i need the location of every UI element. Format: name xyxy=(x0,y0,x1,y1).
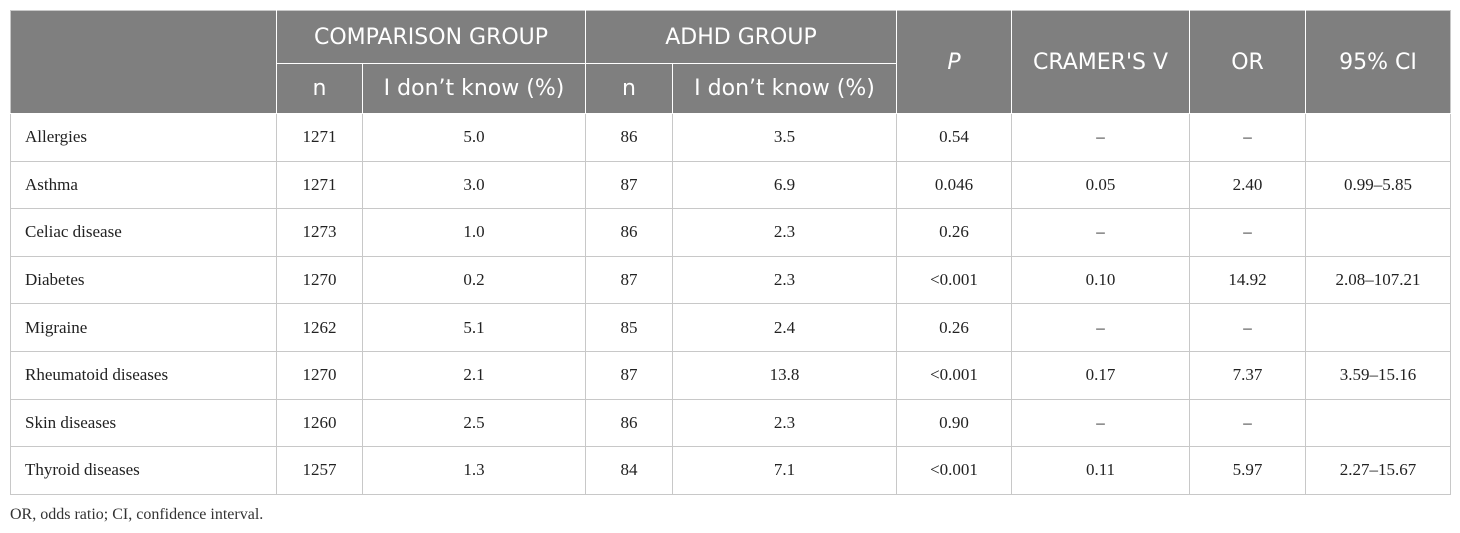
comparison-n-cell: 1262 xyxy=(276,303,363,352)
p-value-cell: 0.26 xyxy=(896,303,1012,352)
table-row: Diabetes 1270 0.2 87 2.3 <0.001 0.10 14.… xyxy=(10,255,1451,305)
header-comparison-n: n xyxy=(276,63,363,114)
adhd-pct-cell: 2.3 xyxy=(672,255,897,305)
table-row: Migraine 1262 5.1 85 2.4 0.26 – – xyxy=(10,303,1451,352)
adhd-n-cell: 86 xyxy=(585,398,673,448)
cramers-v-cell: 0.17 xyxy=(1011,350,1190,400)
header-or: OR xyxy=(1189,10,1306,114)
header-p: P xyxy=(896,10,1012,114)
header-cramers-v: CRAMER'S V xyxy=(1011,10,1190,114)
odds-ratio-cell: 2.40 xyxy=(1189,160,1306,210)
table-row: Thyroid diseases 1257 1.3 84 7.1 <0.001 … xyxy=(10,446,1451,495)
header-adhd-dont-know: I don’t know (%) xyxy=(672,63,897,114)
ci-cell: 2.08–107.21 xyxy=(1305,255,1451,305)
comparison-pct-cell: 5.1 xyxy=(362,303,586,352)
comparison-n-cell: 1271 xyxy=(276,160,363,210)
header-ci: 95% CI xyxy=(1305,10,1451,114)
data-table: COMPARISON GROUP ADHD GROUP P CRAMER'S V… xyxy=(10,10,1451,495)
p-value-cell: 0.90 xyxy=(896,398,1012,448)
adhd-n-cell: 87 xyxy=(585,350,673,400)
p-value-cell: 0.046 xyxy=(896,160,1012,210)
table-row: Rheumatoid diseases 1270 2.1 87 13.8 <0.… xyxy=(10,350,1451,400)
table-row: Allergies 1271 5.0 86 3.5 0.54 – – xyxy=(10,113,1451,162)
header-comparison-dont-know: I don’t know (%) xyxy=(362,63,586,114)
data-table-container: COMPARISON GROUP ADHD GROUP P CRAMER'S V… xyxy=(10,10,1451,495)
odds-ratio-cell: – xyxy=(1189,113,1306,162)
ci-cell xyxy=(1305,113,1451,162)
ci-cell xyxy=(1305,303,1451,352)
comparison-pct-cell: 2.1 xyxy=(362,350,586,400)
header-adhd-n: n xyxy=(585,63,673,114)
adhd-pct-cell: 6.9 xyxy=(672,160,897,210)
cramers-v-cell: – xyxy=(1011,398,1190,448)
ci-cell: 2.27–15.67 xyxy=(1305,446,1451,495)
table-header: COMPARISON GROUP ADHD GROUP P CRAMER'S V… xyxy=(10,10,1451,114)
comparison-pct-cell: 2.5 xyxy=(362,398,586,448)
ci-cell xyxy=(1305,398,1451,448)
adhd-pct-cell: 2.3 xyxy=(672,208,897,257)
odds-ratio-cell: 7.37 xyxy=(1189,350,1306,400)
table-body: Allergies 1271 5.0 86 3.5 0.54 – – Asthm… xyxy=(10,113,1451,495)
row-label: Rheumatoid diseases xyxy=(10,350,277,400)
cramers-v-cell: 0.10 xyxy=(1011,255,1190,305)
p-value-cell: 0.26 xyxy=(896,208,1012,257)
ci-cell xyxy=(1305,208,1451,257)
comparison-pct-cell: 1.3 xyxy=(362,446,586,495)
adhd-pct-cell: 13.8 xyxy=(672,350,897,400)
comparison-n-cell: 1257 xyxy=(276,446,363,495)
cramers-v-cell: – xyxy=(1011,303,1190,352)
p-value-cell: 0.54 xyxy=(896,113,1012,162)
comparison-n-cell: 1270 xyxy=(276,255,363,305)
adhd-n-cell: 84 xyxy=(585,446,673,495)
row-label: Diabetes xyxy=(10,255,277,305)
odds-ratio-cell: 5.97 xyxy=(1189,446,1306,495)
adhd-n-cell: 86 xyxy=(585,113,673,162)
ci-cell: 0.99–5.85 xyxy=(1305,160,1451,210)
comparison-pct-cell: 3.0 xyxy=(362,160,586,210)
odds-ratio-cell: – xyxy=(1189,398,1306,448)
adhd-pct-cell: 3.5 xyxy=(672,113,897,162)
cramers-v-cell: 0.05 xyxy=(1011,160,1190,210)
table-row: Skin diseases 1260 2.5 86 2.3 0.90 – – xyxy=(10,398,1451,448)
table-row: Celiac disease 1273 1.0 86 2.3 0.26 – – xyxy=(10,208,1451,257)
comparison-n-cell: 1271 xyxy=(276,113,363,162)
table-row: Asthma 1271 3.0 87 6.9 0.046 0.05 2.40 0… xyxy=(10,160,1451,210)
comparison-pct-cell: 5.0 xyxy=(362,113,586,162)
ci-cell: 3.59–15.16 xyxy=(1305,350,1451,400)
adhd-pct-cell: 2.4 xyxy=(672,303,897,352)
adhd-n-cell: 87 xyxy=(585,255,673,305)
row-label: Skin diseases xyxy=(10,398,277,448)
table-footnote: OR, odds ratio; CI, confidence interval. xyxy=(10,506,264,523)
p-value-cell: <0.001 xyxy=(896,350,1012,400)
odds-ratio-cell: 14.92 xyxy=(1189,255,1306,305)
p-value-cell: <0.001 xyxy=(896,255,1012,305)
row-label: Allergies xyxy=(10,113,277,162)
row-label: Celiac disease xyxy=(10,208,277,257)
adhd-n-cell: 87 xyxy=(585,160,673,210)
comparison-pct-cell: 1.0 xyxy=(362,208,586,257)
comparison-pct-cell: 0.2 xyxy=(362,255,586,305)
cramers-v-cell: 0.11 xyxy=(1011,446,1190,495)
comparison-n-cell: 1273 xyxy=(276,208,363,257)
adhd-n-cell: 85 xyxy=(585,303,673,352)
comparison-n-cell: 1270 xyxy=(276,350,363,400)
header-comparison-group: COMPARISON GROUP xyxy=(276,10,586,64)
adhd-pct-cell: 2.3 xyxy=(672,398,897,448)
header-adhd-group: ADHD GROUP xyxy=(585,10,897,64)
cramers-v-cell: – xyxy=(1011,208,1190,257)
odds-ratio-cell: – xyxy=(1189,208,1306,257)
row-label: Asthma xyxy=(10,160,277,210)
comparison-n-cell: 1260 xyxy=(276,398,363,448)
row-label: Migraine xyxy=(10,303,277,352)
adhd-pct-cell: 7.1 xyxy=(672,446,897,495)
row-label: Thyroid diseases xyxy=(10,446,277,495)
header-empty-cell xyxy=(10,10,277,114)
odds-ratio-cell: – xyxy=(1189,303,1306,352)
adhd-n-cell: 86 xyxy=(585,208,673,257)
cramers-v-cell: – xyxy=(1011,113,1190,162)
p-value-cell: <0.001 xyxy=(896,446,1012,495)
